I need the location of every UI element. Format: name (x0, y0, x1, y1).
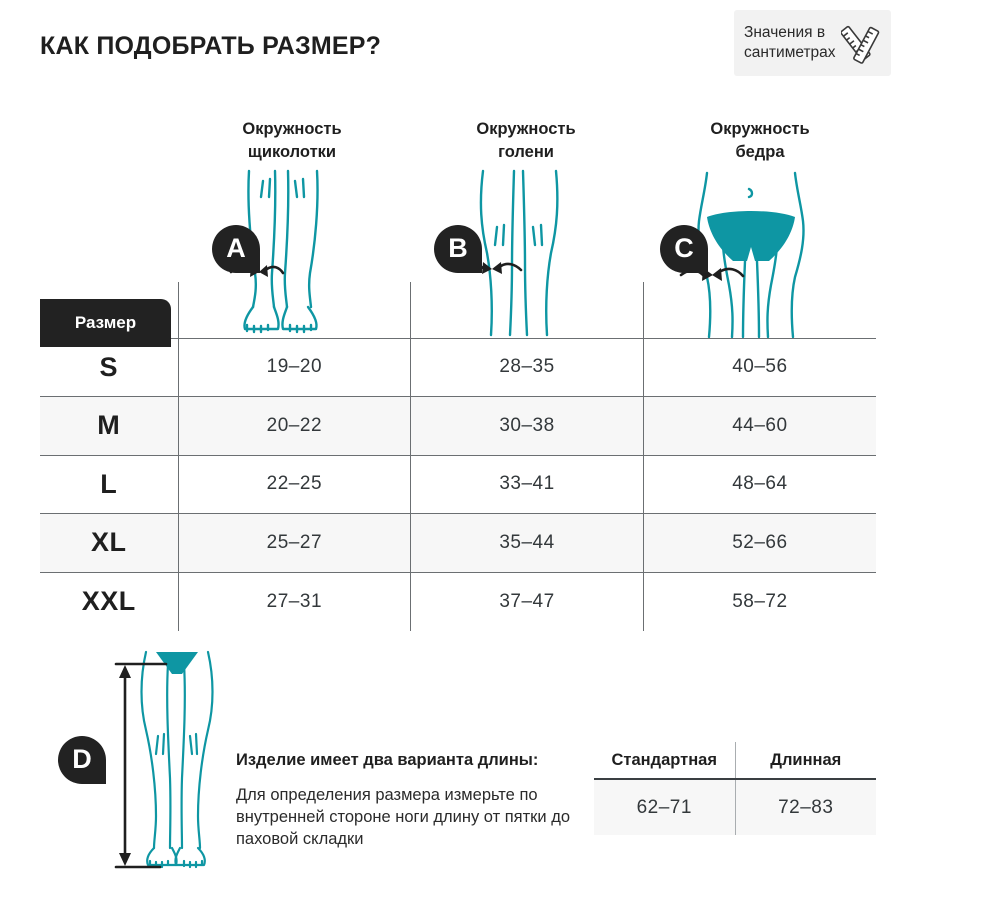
row-thigh-value: 44–60 (643, 396, 876, 455)
size-table-wrapper: S 19–20 28–35 40–56 M 20–22 30–38 44–60 … (40, 282, 876, 631)
row-calf-value: 37–47 (410, 571, 644, 631)
column-header-ankle-line1: Окружность (242, 120, 342, 138)
illustration-cell-ankle (178, 282, 412, 338)
units-badge-label: Значения в сантиметрах (744, 24, 836, 61)
row-thigh-value: 58–72 (643, 571, 876, 631)
column-header-thigh-line1: Окружность (710, 120, 810, 138)
rulers-icon (841, 25, 880, 64)
length-table-wrapper: Стандартная Длинная 62–71 72–83 (594, 742, 876, 835)
table-row: XXL 27–31 37–47 58–72 (40, 571, 876, 631)
length-description: Изделие имеет два варианта длины: Для оп… (236, 750, 586, 850)
length-description-body: Для определения размера измерьте по внут… (236, 786, 570, 848)
length-table: Стандартная Длинная 62–71 72–83 (594, 742, 876, 835)
row-size-label: XXL (40, 571, 179, 631)
row-ankle-value: 27–31 (178, 571, 412, 631)
column-header-thigh-line2: бедра (735, 143, 785, 161)
column-header-thigh: Окружность бедра (645, 118, 875, 164)
size-table-body: S 19–20 28–35 40–56 M 20–22 30–38 44–60 … (40, 282, 876, 631)
measurement-badge-d: D (58, 736, 106, 784)
table-row: L 22–25 33–41 48–64 (40, 454, 876, 514)
measurement-badge-a: A (212, 225, 260, 273)
table-row: 62–71 72–83 (594, 779, 876, 835)
row-ankle-value: 25–27 (178, 513, 412, 572)
row-calf-value: 35–44 (410, 513, 644, 572)
length-header-long: Длинная (735, 742, 876, 780)
units-badge: Значения в сантиметрах (734, 10, 891, 76)
hips-thigh-figure (645, 165, 875, 340)
length-table-header-row: Стандартная Длинная (594, 742, 876, 780)
row-calf-value: 28–35 (410, 337, 644, 397)
row-calf-value: 33–41 (410, 454, 644, 514)
length-table-head: Стандартная Длинная (594, 742, 876, 780)
row-size-label: M (40, 396, 179, 455)
column-header-ankle: Окружность щиколотки (177, 118, 407, 164)
column-header-calf-line1: Окружность (476, 120, 576, 138)
length-value-standard: 62–71 (594, 779, 736, 835)
length-description-title: Изделие имеет два варианта длины: (236, 751, 539, 769)
row-ankle-value: 20–22 (178, 396, 412, 455)
size-column-tab: Размер (40, 299, 171, 347)
size-table: S 19–20 28–35 40–56 M 20–22 30–38 44–60 … (40, 282, 876, 631)
length-table-body: 62–71 72–83 (594, 779, 876, 835)
size-table-illustration-row (40, 282, 876, 338)
column-header-ankle-line2: щиколотки (247, 143, 337, 161)
row-ankle-value: 19–20 (178, 337, 412, 397)
row-thigh-value: 40–56 (643, 337, 876, 397)
row-size-label: XL (40, 513, 179, 572)
length-header-standard: Стандартная (594, 742, 736, 780)
illustration-cell-thigh (643, 282, 876, 338)
row-size-label: L (40, 454, 179, 514)
row-size-label: S (40, 337, 179, 397)
row-ankle-value: 22–25 (178, 454, 412, 514)
table-row: XL 25–27 35–44 52–66 (40, 513, 876, 572)
column-header-calf: Окружность голени (411, 118, 641, 164)
measurement-badge-b: B (434, 225, 482, 273)
full-legs-height-figure (100, 648, 240, 873)
row-calf-value: 30–38 (410, 396, 644, 455)
page-title: КАК ПОДОБРАТЬ РАЗМЕР? (40, 32, 382, 60)
row-thigh-value: 52–66 (643, 513, 876, 572)
row-thigh-value: 48–64 (643, 454, 876, 514)
table-row: M 20–22 30–38 44–60 (40, 396, 876, 455)
table-row: S 19–20 28–35 40–56 (40, 337, 876, 397)
measurement-badge-c: C (660, 225, 708, 273)
column-header-calf-line2: голени (498, 143, 554, 161)
illustration-cell-calf (410, 282, 644, 338)
length-value-long: 72–83 (735, 779, 876, 835)
